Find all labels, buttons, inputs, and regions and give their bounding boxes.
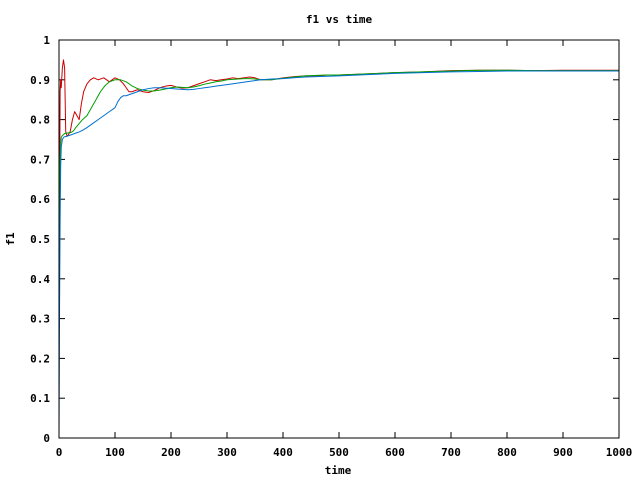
- x-tick-label: 100: [105, 446, 125, 459]
- series-line-red: [58, 59, 619, 307]
- x-tick-label: 600: [385, 446, 405, 459]
- x-axis: 0 100 200 300 400 500 600 700 800 900 1000: [56, 40, 633, 459]
- x-tick-label: 900: [553, 446, 573, 459]
- y-tick-label: 0.7: [30, 153, 50, 166]
- x-tick-label: 0: [56, 446, 63, 459]
- x-tick-label: 300: [217, 446, 237, 459]
- plot-frame: [58, 39, 620, 439]
- series-layer: [58, 59, 619, 439]
- y-tick-label: 0: [43, 432, 50, 445]
- series-line-green: [58, 69, 619, 307]
- x-tick-label: 1000: [606, 446, 633, 459]
- y-tick-label: 0.8: [30, 114, 50, 127]
- y-tick-label: 0.1: [30, 392, 50, 405]
- y-tick-label: 0.5: [30, 233, 50, 246]
- y-tick-label: 0.9: [30, 74, 50, 87]
- x-tick-label: 400: [273, 446, 293, 459]
- x-axis-label: time: [325, 464, 352, 477]
- y-tick-label: 0.3: [30, 313, 50, 326]
- x-tick-label: 500: [329, 446, 349, 459]
- series-line-blue: [58, 70, 619, 439]
- y-tick-label: 1: [43, 34, 50, 47]
- y-axis: 0 0.1 0.2 0.3 0.4 0.5 0.6 0.7 0.8 0.9 1: [30, 34, 619, 445]
- x-tick-label: 200: [161, 446, 181, 459]
- y-tick-label: 0.6: [30, 193, 50, 206]
- chart-title: f1 vs time: [306, 13, 373, 26]
- x-tick-label: 700: [441, 446, 461, 459]
- x-tick-label: 800: [497, 446, 517, 459]
- y-tick-label: 0.4: [30, 273, 50, 286]
- y-axis-label: f1: [4, 232, 17, 246]
- y-tick-label: 0.2: [30, 352, 50, 365]
